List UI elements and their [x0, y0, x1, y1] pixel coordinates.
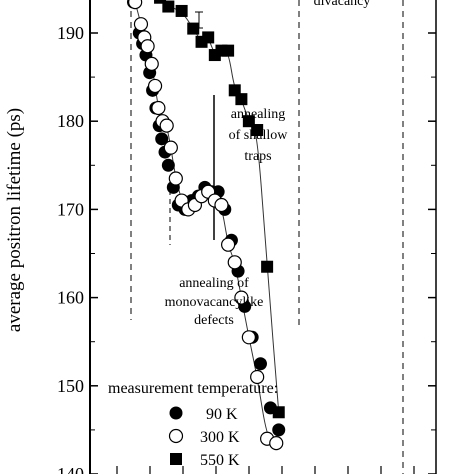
annot-mono-line-2: monovacancylike [165, 295, 264, 310]
point-90k-26 [272, 423, 286, 437]
point-550k-1 [162, 0, 175, 13]
y-tick-label: 150 [57, 376, 84, 396]
point-300k-20 [234, 290, 249, 305]
point-300k-22 [250, 369, 265, 385]
data-points [126, 0, 286, 451]
point-300k-17 [214, 197, 229, 213]
legend: measurement temperature: 90 K 300 K 550 … [108, 380, 278, 469]
point-300k-0 [128, 0, 143, 10]
point-550k-0 [154, 0, 167, 4]
point-300k-3 [140, 39, 155, 54]
point-300k-19 [227, 255, 242, 270]
legend-label-300k: 300 K [200, 429, 240, 446]
point-550k-8 [222, 44, 235, 57]
annotation-shallow-traps: annealing of shallow traps [229, 107, 289, 164]
legend-title: measurement temperature: [108, 380, 278, 397]
error-bar [195, 11, 203, 29]
point-550k-2 [175, 4, 188, 17]
point-550k-5 [202, 31, 215, 44]
point-300k-21 [241, 330, 256, 345]
y-axis-label: average positron lifetime (ps) [4, 108, 25, 332]
annot-mono-line-1: annealing of [179, 276, 249, 291]
point-550k-13 [261, 260, 274, 273]
point-300k-1 [133, 17, 149, 32]
y-tick-label: 170 [57, 199, 84, 219]
point-300k-6 [151, 100, 166, 116]
y-tick-label: 180 [57, 111, 84, 131]
annot-shallow-line-3: traps [244, 149, 271, 164]
x-axis-ticks [116, 466, 415, 474]
y-axis-ticks: 140 150 160 170 180 190 [57, 23, 436, 474]
y-tick-label: 140 [57, 464, 84, 474]
point-550k-12 [251, 124, 264, 137]
point-300k-24 [269, 436, 284, 451]
point-300k-18 [221, 237, 236, 252]
annot-mono-line-3: defects [194, 313, 234, 328]
point-550k-14 [272, 406, 285, 419]
y-tick-label: 160 [57, 288, 84, 308]
point-300k-10 [168, 171, 183, 186]
point-300k-4 [144, 56, 159, 71]
annealing-stage-lines [130, 0, 404, 474]
point-90k-24 [253, 357, 267, 371]
point-90k-8 [155, 132, 169, 146]
annot-shallow-line-1: annealing [231, 107, 285, 122]
legend-marker-550k [170, 453, 182, 465]
annotation-monovacancy: annealing of monovacancylike defects [165, 276, 264, 328]
plot-frame [89, 0, 437, 474]
legend-marker-300k [168, 428, 184, 444]
legend-marker-90k [169, 406, 183, 420]
point-550k-10 [235, 93, 248, 106]
legend-label-90k: 90 K [206, 406, 238, 423]
annot-shallow-line-2: of shallow [229, 128, 289, 143]
annotation-divacancy: divacancy [314, 0, 371, 9]
y-tick-label: 190 [57, 23, 84, 43]
point-300k-8 [159, 118, 174, 133]
point-550k-3 [187, 22, 200, 35]
point-300k-9 [163, 140, 178, 155]
legend-label-550k: 550 K [200, 452, 240, 469]
point-90k-10 [161, 158, 175, 172]
point-300k-5 [147, 78, 163, 94]
